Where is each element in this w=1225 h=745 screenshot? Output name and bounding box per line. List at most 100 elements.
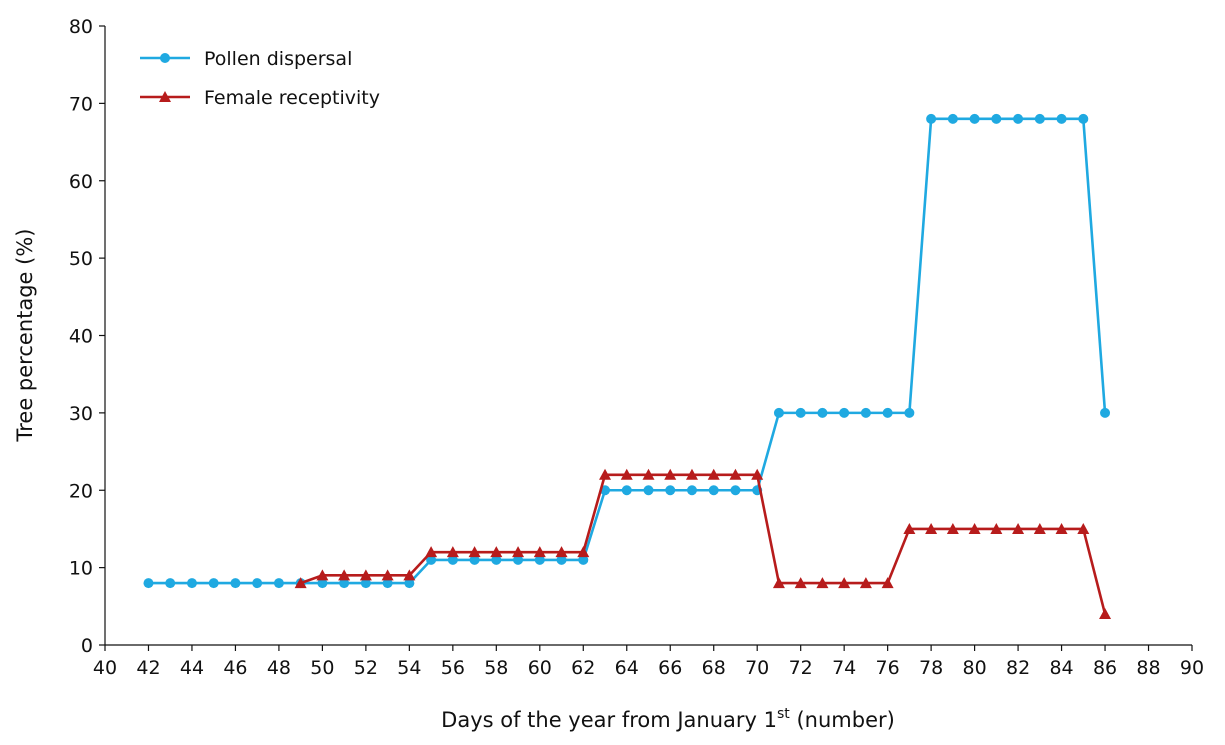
data-point	[1100, 407, 1111, 418]
x-tick-label: 70	[745, 657, 769, 679]
x-axis-title-superscript: st	[777, 706, 790, 722]
data-point	[685, 468, 698, 480]
data-point	[273, 578, 284, 589]
x-tick-label: 76	[876, 657, 900, 679]
data-point	[1012, 522, 1025, 534]
x-axis-title-main: Days of the year from January 1	[441, 708, 777, 732]
x-tick-label: 40	[93, 657, 117, 679]
y-tick-label: 10	[69, 558, 93, 580]
x-tick-label: 42	[136, 657, 160, 679]
data-point	[816, 577, 829, 589]
data-point	[751, 468, 764, 480]
data-point	[1034, 113, 1045, 124]
data-point	[664, 468, 677, 480]
x-tick-label: 58	[484, 657, 508, 679]
data-point	[381, 569, 394, 581]
data-point	[990, 522, 1003, 534]
data-point	[904, 407, 915, 418]
data-point	[1078, 113, 1089, 124]
data-point	[729, 468, 742, 480]
series-pollen-dispersal	[143, 113, 1111, 589]
data-point	[359, 569, 372, 581]
data-point	[642, 468, 655, 480]
y-tick-label: 70	[69, 93, 93, 115]
data-point	[317, 578, 328, 589]
data-point	[1099, 608, 1112, 620]
x-tick-label: 66	[658, 657, 682, 679]
data-point	[730, 485, 741, 496]
data-point	[165, 578, 176, 589]
data-point	[208, 578, 219, 589]
data-point	[1033, 522, 1046, 534]
x-tick-label: 86	[1093, 657, 1117, 679]
data-point	[555, 546, 568, 558]
x-tick-label: 90	[1180, 657, 1204, 679]
data-point	[425, 546, 438, 558]
legend-item-pollen-dispersal: Pollen dispersal	[140, 48, 352, 70]
x-tick-label: 46	[223, 657, 247, 679]
data-point	[316, 569, 329, 581]
x-tick-label: 56	[441, 657, 465, 679]
data-point	[947, 113, 958, 124]
data-point	[230, 578, 241, 589]
y-tick-label: 80	[69, 16, 93, 38]
legend: Pollen dispersal Female receptivity	[140, 48, 380, 109]
data-point	[991, 113, 1002, 124]
data-point	[382, 578, 393, 589]
data-point	[491, 554, 502, 565]
data-point	[294, 577, 307, 589]
series-layer	[143, 113, 1112, 620]
x-tick-label: 78	[919, 657, 943, 679]
x-tick-label: 44	[180, 657, 204, 679]
data-point	[620, 468, 633, 480]
data-point	[795, 407, 806, 418]
data-point	[859, 577, 872, 589]
data-point	[665, 485, 676, 496]
y-tick-label: 0	[81, 635, 93, 657]
data-point	[577, 546, 590, 558]
data-point	[252, 578, 263, 589]
data-point	[903, 522, 916, 534]
x-tick-label: 88	[1136, 657, 1160, 679]
data-point	[838, 577, 851, 589]
y-tick-label: 60	[69, 171, 93, 193]
data-point	[490, 546, 503, 558]
data-point	[925, 522, 938, 534]
data-point	[143, 578, 154, 589]
x-tick-label: 82	[1006, 657, 1030, 679]
data-point	[338, 569, 351, 581]
series-line-pollen-dispersal	[148, 117, 1107, 585]
data-point	[969, 113, 980, 124]
data-point	[468, 546, 481, 558]
data-point	[817, 407, 828, 418]
x-tick-label: 84	[1049, 657, 1073, 679]
data-point	[643, 485, 654, 496]
y-axis-ticks: 0 10 20 30 40 50 60 70 80	[69, 16, 105, 657]
x-tick-label: 60	[528, 657, 552, 679]
data-point	[1013, 113, 1024, 124]
data-point	[794, 577, 807, 589]
data-point	[772, 577, 785, 589]
x-tick-label: 74	[832, 657, 856, 679]
x-tick-label: 64	[615, 657, 639, 679]
data-point	[621, 485, 632, 496]
data-point	[446, 546, 459, 558]
legend-item-female-receptivity: Female receptivity	[140, 87, 380, 109]
data-point	[686, 485, 697, 496]
x-tick-label: 52	[354, 657, 378, 679]
data-point	[882, 407, 893, 418]
data-point	[403, 569, 416, 581]
x-axis-ticks: 40 42 44 46 48 50 52 54 56 58 60 62 64 66 68 70 72 74 76 78…	[93, 645, 1204, 679]
series-line-female-receptivity	[300, 473, 1107, 615]
data-point	[773, 407, 784, 418]
data-point	[1055, 522, 1068, 534]
x-axis-title: Days of the year from January 1st (numbe…	[441, 706, 895, 732]
data-point	[533, 546, 546, 558]
y-tick-label: 40	[69, 326, 93, 348]
x-tick-label: 68	[702, 657, 726, 679]
x-tick-label: 54	[397, 657, 421, 679]
y-tick-label: 50	[69, 248, 93, 270]
data-point	[404, 578, 415, 589]
data-point	[860, 407, 871, 418]
